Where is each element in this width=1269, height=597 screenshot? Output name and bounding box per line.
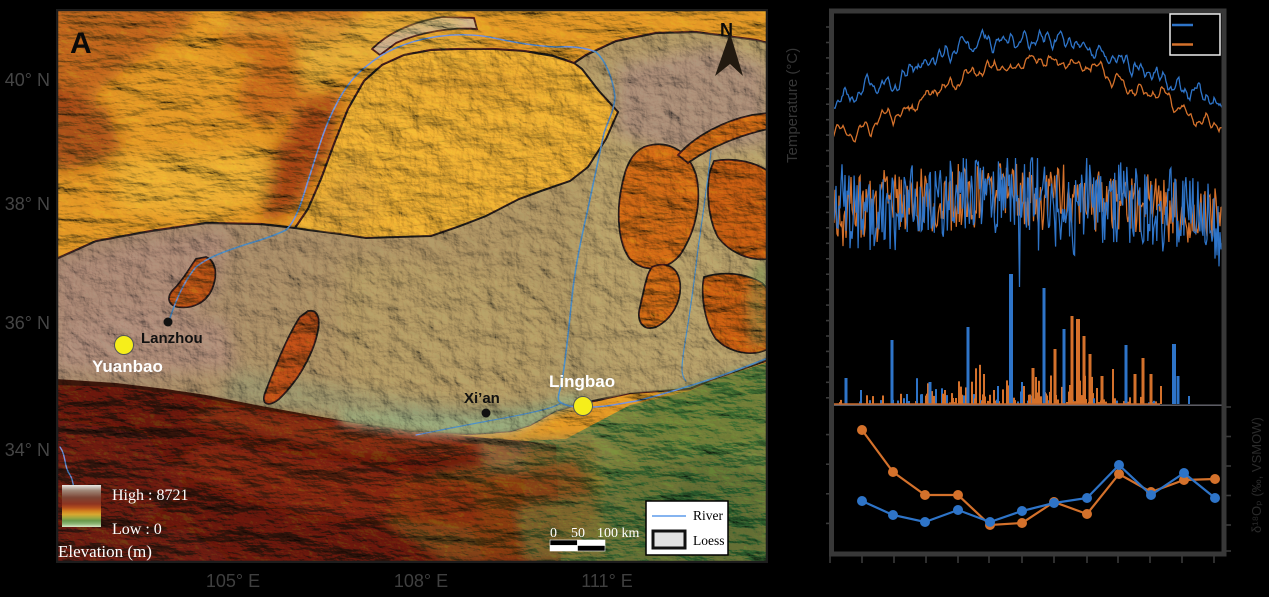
svg-text:Temperature (°C): Temperature (°C) [785, 48, 801, 163]
svg-text:50: 50 [571, 526, 585, 541]
svg-text:δ¹⁸Oₚ (‰, VSMOW): δ¹⁸Oₚ (‰, VSMOW) [1249, 417, 1264, 533]
svg-text:100 km: 100 km [597, 526, 640, 541]
svg-text:High : 8721: High : 8721 [112, 487, 188, 504]
svg-text:Yuanbao: Yuanbao [92, 357, 163, 376]
svg-text:A: A [70, 27, 92, 60]
svg-text:Elevation (m): Elevation (m) [58, 542, 152, 561]
svg-text:Lanzhou: Lanzhou [141, 330, 203, 347]
svg-text:Xi’an: Xi’an [464, 390, 500, 407]
svg-text:River: River [693, 508, 723, 523]
svg-text:0: 0 [550, 526, 557, 541]
svg-text:Loess: Loess [693, 533, 725, 548]
svg-text:Lingbao: Lingbao [549, 372, 615, 391]
svg-text:Low : 0: Low : 0 [112, 521, 162, 538]
